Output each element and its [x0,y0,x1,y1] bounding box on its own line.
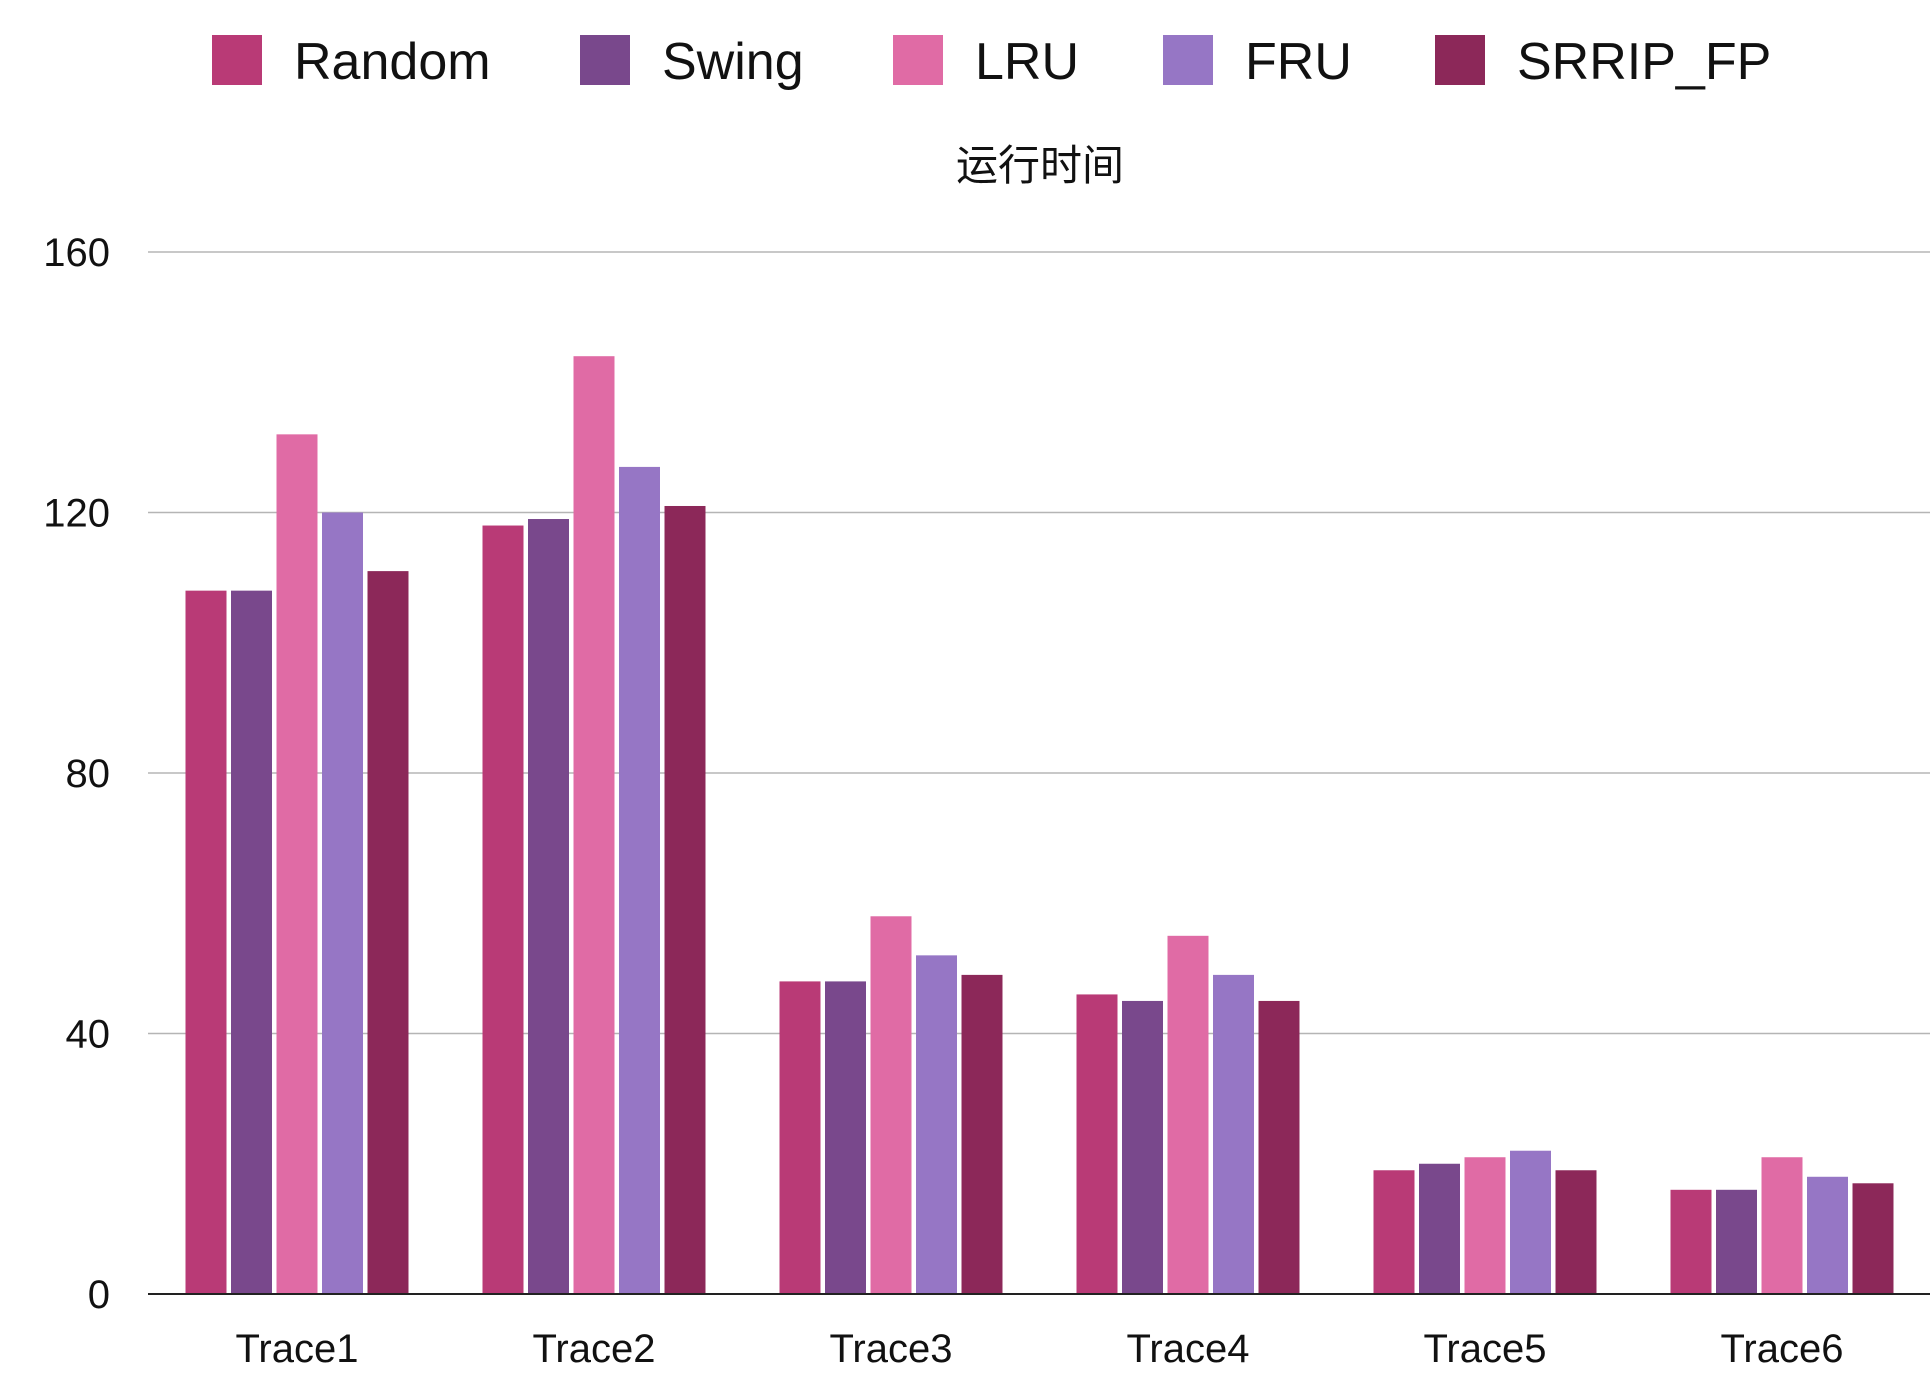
x-tick-label: Trace1 [235,1327,358,1371]
legend-swatch [1163,35,1213,85]
bar-srrip-fp-trace3 [961,974,1003,1294]
bar-lru-trace3 [870,916,912,1294]
legend-item-srrip-fp: SRRIP_FP [1435,33,1771,91]
x-tick-label: Trace6 [1720,1327,1843,1371]
x-axis: Trace1 Trace2 Trace3 Trace4 Trace5 Trace6 [235,1327,1843,1371]
bar-swing-trace6 [1716,1189,1757,1294]
y-tick-label: 40 [66,1013,111,1057]
legend-label: FRU [1245,33,1352,91]
legend-item-fru: FRU [1163,33,1352,91]
bar-lru-trace2 [573,356,615,1294]
x-tick-label: Trace3 [829,1327,952,1371]
bar-random-trace2 [482,525,524,1294]
bar-srrip-fp-trace5 [1555,1170,1597,1294]
bar-fru-trace5 [1510,1150,1551,1294]
legend-swatch [212,35,262,85]
legend-swatch [893,35,943,85]
legend-item-random: Random [212,33,491,91]
legend-label: Swing [662,33,804,91]
y-tick-label: 160 [43,231,110,275]
bar-fru-trace4 [1213,974,1254,1294]
y-tick-label: 80 [66,752,111,796]
bars [185,356,1894,1295]
bar-random-trace4 [1076,994,1118,1294]
bar-lru-trace4 [1167,935,1209,1294]
bar-swing-trace2 [528,519,569,1294]
y-tick-label: 0 [88,1273,110,1317]
bar-random-trace1 [185,590,227,1294]
bar-fru-trace6 [1807,1176,1848,1294]
bar-fru-trace3 [916,955,957,1294]
bar-group-trace4 [1076,935,1300,1294]
bar-group-trace2 [482,356,706,1295]
y-tick-label: 120 [43,492,110,536]
x-tick-label: Trace5 [1423,1327,1546,1371]
bar-swing-trace4 [1122,1000,1163,1294]
bar-group-trace6 [1670,1157,1894,1294]
bar-srrip-fp-trace1 [367,571,409,1294]
legend-item-lru: LRU [893,33,1079,91]
legend-label: Random [294,33,491,91]
legend-label: LRU [975,33,1079,91]
bar-fru-trace1 [322,512,363,1294]
legend-swatch [580,35,630,85]
chart-title: 运行时间 [956,141,1124,190]
bar-group-trace3 [779,916,1003,1294]
bar-swing-trace5 [1419,1163,1460,1294]
bar-srrip-fp-trace4 [1258,1000,1300,1294]
bar-srrip-fp-trace6 [1852,1183,1894,1294]
bar-group-trace5 [1373,1150,1597,1294]
legend-item-swing: Swing [580,33,804,91]
legend-swatch [1435,35,1485,85]
y-axis: 0 40 80 120 160 [43,231,110,1317]
x-tick-label: Trace4 [1126,1327,1249,1371]
bar-group-trace1 [185,434,409,1295]
legend: Random Swing LRU FRU SRRIP_FP [212,33,1771,91]
x-tick-label: Trace2 [532,1327,655,1371]
bar-random-trace5 [1373,1170,1415,1294]
bar-fru-trace2 [619,466,660,1295]
bar-lru-trace1 [276,434,318,1295]
legend-label: SRRIP_FP [1517,33,1771,91]
bar-swing-trace3 [825,981,866,1294]
bar-lru-trace6 [1761,1157,1803,1294]
bar-random-trace3 [779,981,821,1294]
gridlines [148,251,1930,1035]
bar-lru-trace5 [1464,1157,1506,1294]
bar-swing-trace1 [231,590,272,1294]
bar-random-trace6 [1670,1189,1712,1294]
bar-srrip-fp-trace2 [664,505,706,1294]
